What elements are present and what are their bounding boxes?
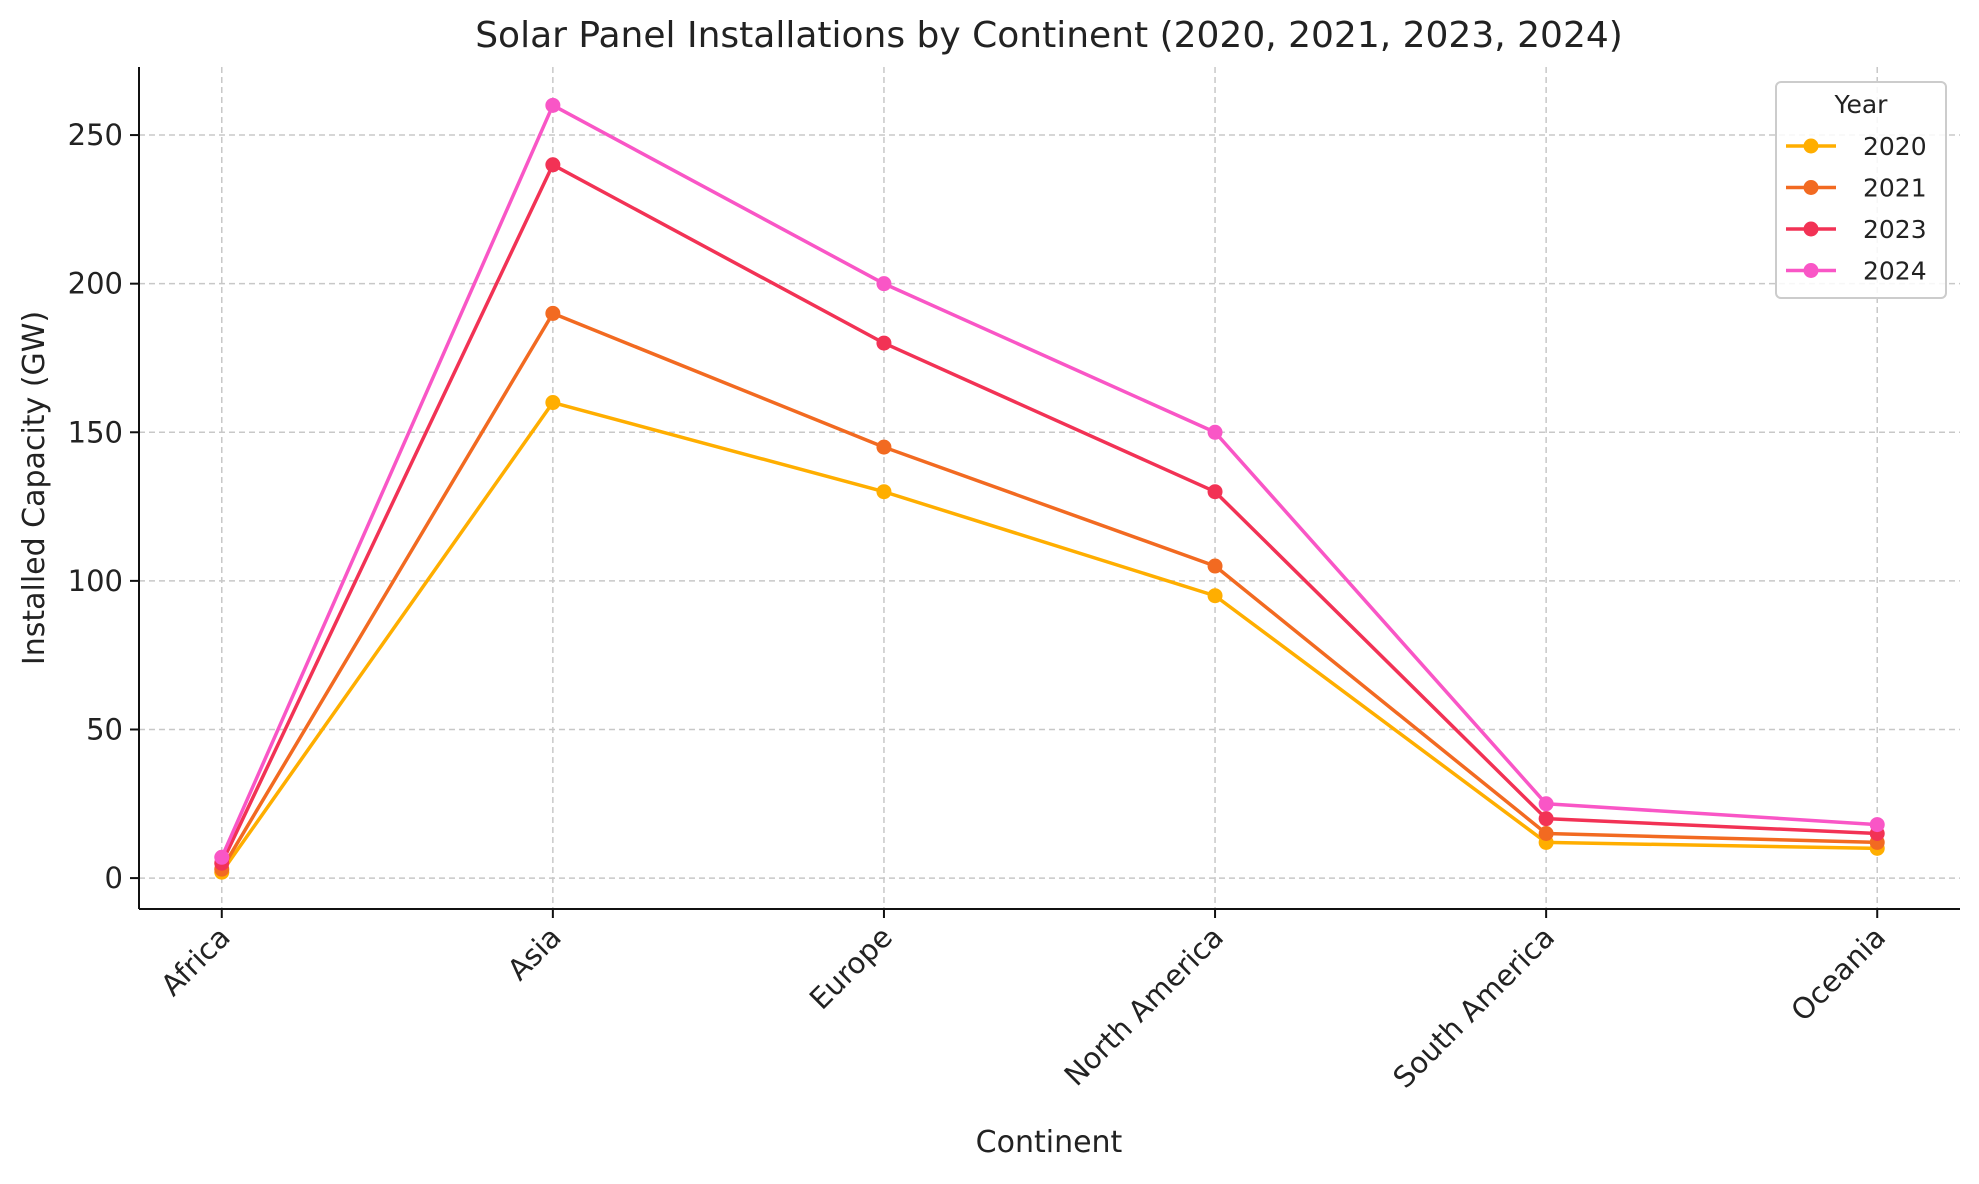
- series-line: [220, 163, 1878, 864]
- series-lines: [214, 97, 1885, 880]
- series-2024: [214, 97, 1885, 865]
- data-point: [545, 97, 561, 113]
- series-2020: [214, 395, 1885, 880]
- data-point: [214, 849, 230, 865]
- chart-title: Solar Panel Installations by Continent (…: [475, 15, 1623, 56]
- data-point: [1207, 558, 1223, 574]
- data-point: [876, 335, 892, 351]
- series-line: [220, 400, 1878, 874]
- legend-title: Year: [1834, 90, 1889, 119]
- data-point: [545, 157, 561, 173]
- legend-box: [1775, 81, 1947, 299]
- ticks: Africa Asia Europe North America South Ameri…: [68, 118, 1893, 1095]
- y-tick-label: 200: [68, 267, 123, 301]
- legend-marker: [1803, 221, 1819, 237]
- legend: Year 2020 2021 2023 2024: [1775, 81, 1947, 299]
- x-tick-label: Europe: [803, 920, 899, 1016]
- grid: [139, 67, 1960, 909]
- series-line: [220, 103, 1878, 858]
- legend-label: 2021: [1863, 174, 1927, 203]
- y-axis-label: Installed Capacity (GW): [17, 311, 52, 665]
- series-2023: [214, 157, 1885, 871]
- x-tick-label: North America: [1057, 920, 1230, 1093]
- data-point: [1538, 826, 1554, 842]
- legend-label: 2023: [1863, 215, 1927, 244]
- data-point: [1869, 817, 1885, 833]
- series-line: [220, 311, 1878, 871]
- y-tick-label: 0: [105, 861, 123, 895]
- x-tick-label: South America: [1386, 920, 1561, 1095]
- x-tick-label: Oceania: [1784, 920, 1892, 1028]
- y-tick-label: 100: [68, 564, 123, 598]
- legend-marker: [1803, 180, 1819, 195]
- data-point: [545, 305, 561, 321]
- x-axis-label: Continent: [976, 1125, 1123, 1160]
- x-tick-label: Asia: [501, 920, 568, 987]
- legend-label: 2020: [1863, 132, 1927, 161]
- series-2021: [214, 305, 1885, 877]
- data-point: [876, 439, 892, 455]
- data-point: [1207, 484, 1223, 500]
- y-tick-label: 50: [86, 712, 123, 746]
- y-tick-label: 150: [68, 415, 123, 449]
- legend-marker: [1803, 138, 1819, 154]
- data-point: [1538, 796, 1554, 812]
- y-tick-label: 250: [68, 118, 123, 152]
- data-point: [1538, 811, 1554, 827]
- data-point: [876, 276, 892, 292]
- legend-marker: [1803, 263, 1819, 278]
- x-tick-label: Africa: [154, 920, 237, 1003]
- data-point: [1207, 424, 1223, 440]
- legend-label: 2024: [1863, 257, 1927, 286]
- axes: [138, 67, 1960, 910]
- data-point: [876, 484, 892, 500]
- data-point: [545, 395, 561, 411]
- data-point: [1207, 588, 1223, 604]
